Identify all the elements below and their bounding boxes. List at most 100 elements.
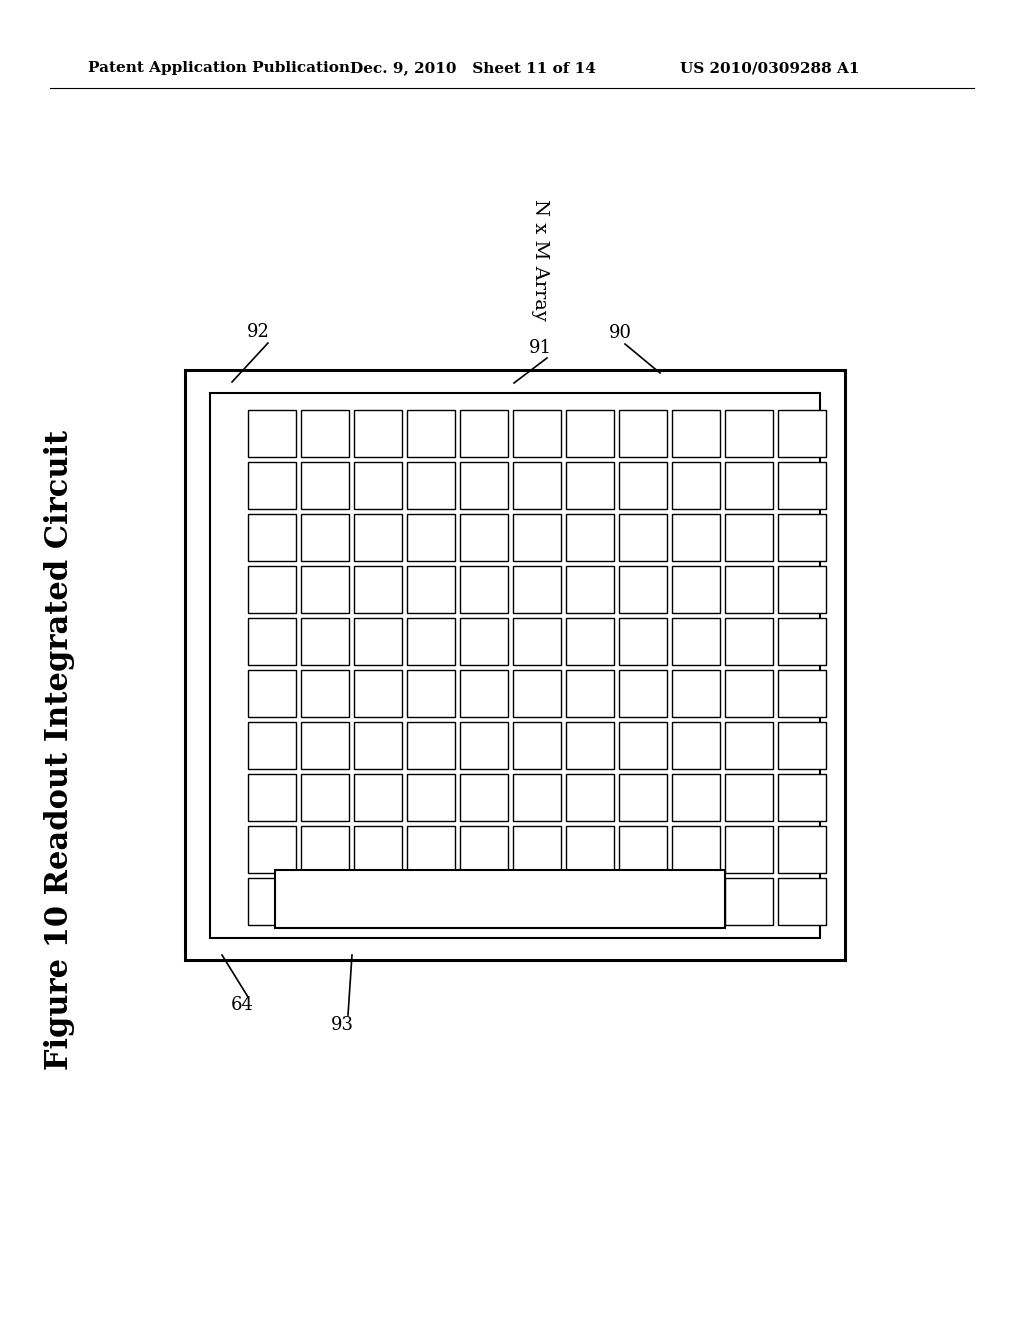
Bar	[354, 513, 402, 561]
Bar	[354, 826, 402, 873]
Bar	[725, 826, 773, 873]
Bar	[778, 878, 826, 925]
Bar	[460, 878, 508, 925]
Bar	[778, 671, 826, 717]
Bar	[185, 370, 845, 960]
Bar	[460, 462, 508, 510]
Bar	[460, 566, 508, 612]
Bar	[672, 411, 720, 457]
Bar	[513, 618, 561, 665]
Bar	[566, 671, 614, 717]
Bar	[672, 671, 720, 717]
Bar	[301, 513, 349, 561]
Bar	[778, 513, 826, 561]
Bar	[618, 566, 667, 612]
Bar	[248, 411, 296, 457]
Bar	[460, 411, 508, 457]
Bar	[248, 774, 296, 821]
Bar	[513, 671, 561, 717]
Bar	[301, 722, 349, 770]
Bar	[407, 878, 455, 925]
Bar	[725, 566, 773, 612]
Bar	[778, 722, 826, 770]
Bar	[672, 462, 720, 510]
Bar	[248, 878, 296, 925]
Bar	[672, 878, 720, 925]
Bar	[407, 566, 455, 612]
Bar	[460, 513, 508, 561]
Bar	[672, 722, 720, 770]
Bar	[513, 462, 561, 510]
Bar	[248, 566, 296, 612]
Bar	[618, 513, 667, 561]
Bar	[566, 462, 614, 510]
Bar	[566, 618, 614, 665]
Text: 93: 93	[331, 1016, 353, 1034]
Text: Patent Application Publication: Patent Application Publication	[88, 61, 350, 75]
Text: US 2010/0309288 A1: US 2010/0309288 A1	[680, 61, 859, 75]
Bar	[725, 722, 773, 770]
Bar	[407, 411, 455, 457]
Text: 90: 90	[608, 323, 632, 342]
Bar	[513, 826, 561, 873]
Bar	[618, 618, 667, 665]
Bar	[725, 462, 773, 510]
Bar	[354, 566, 402, 612]
Bar	[778, 774, 826, 821]
Bar	[248, 826, 296, 873]
Bar	[725, 878, 773, 925]
Bar	[301, 671, 349, 717]
Bar	[301, 566, 349, 612]
Bar	[301, 774, 349, 821]
Bar	[566, 722, 614, 770]
Bar	[407, 618, 455, 665]
Bar	[513, 411, 561, 457]
Bar	[618, 722, 667, 770]
Bar	[618, 671, 667, 717]
Bar	[618, 411, 667, 457]
Bar	[407, 513, 455, 561]
Bar	[566, 566, 614, 612]
Bar	[778, 411, 826, 457]
Bar	[725, 774, 773, 821]
Bar	[778, 566, 826, 612]
Bar	[210, 393, 820, 939]
Bar	[248, 671, 296, 717]
Bar	[354, 462, 402, 510]
Bar	[725, 618, 773, 665]
Bar	[513, 722, 561, 770]
Bar	[354, 722, 402, 770]
Bar	[460, 722, 508, 770]
Bar	[301, 878, 349, 925]
Bar	[778, 826, 826, 873]
Bar	[618, 826, 667, 873]
Text: Figure 10 Readout Integrated Circuit: Figure 10 Readout Integrated Circuit	[44, 430, 76, 1071]
Bar	[354, 671, 402, 717]
Text: Dec. 9, 2010   Sheet 11 of 14: Dec. 9, 2010 Sheet 11 of 14	[350, 61, 596, 75]
Text: 92: 92	[247, 323, 269, 341]
Bar	[513, 878, 561, 925]
Bar	[618, 878, 667, 925]
Bar	[460, 826, 508, 873]
Bar	[513, 566, 561, 612]
Bar	[566, 774, 614, 821]
Bar	[248, 618, 296, 665]
Bar	[725, 671, 773, 717]
Bar	[407, 462, 455, 510]
Bar	[725, 411, 773, 457]
Bar	[725, 513, 773, 561]
Bar	[407, 774, 455, 821]
Bar	[566, 411, 614, 457]
Bar	[354, 774, 402, 821]
Bar	[301, 618, 349, 665]
Bar	[618, 774, 667, 821]
Bar	[566, 513, 614, 561]
Bar	[672, 513, 720, 561]
Bar	[460, 618, 508, 665]
Bar	[672, 618, 720, 665]
Bar	[672, 774, 720, 821]
Bar	[354, 618, 402, 665]
Bar	[672, 566, 720, 612]
Bar	[460, 774, 508, 821]
Text: 64: 64	[230, 997, 253, 1014]
